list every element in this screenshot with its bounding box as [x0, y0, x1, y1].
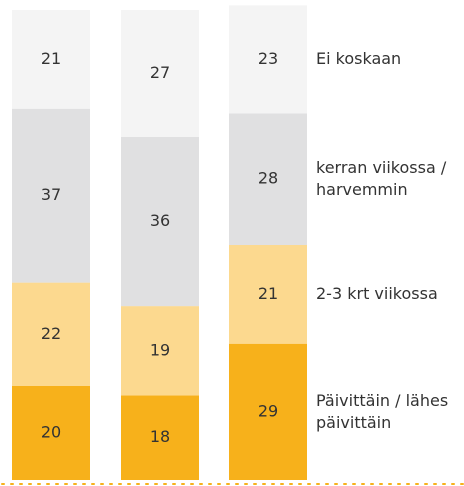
- bar-segment: [229, 5, 307, 114]
- bar-segment: [121, 306, 199, 396]
- value-label: 22: [41, 324, 61, 343]
- bar-segment: [12, 10, 90, 109]
- bar-segment: [12, 108, 90, 283]
- bar-segment: [229, 245, 307, 344]
- value-label: 27: [150, 63, 170, 82]
- value-label: 19: [150, 340, 170, 359]
- value-label: 18: [150, 427, 170, 446]
- value-label: 36: [150, 211, 170, 230]
- legend-label: 2-3 krt viikossa: [316, 284, 438, 304]
- value-label: 23: [258, 49, 278, 68]
- bar-segment: [12, 386, 90, 480]
- value-label: 20: [41, 423, 61, 442]
- bar-segment: [121, 395, 199, 480]
- legend-label: kerran viikossa / harvemmin: [316, 158, 447, 200]
- value-label: 29: [258, 401, 278, 420]
- legend-label: Ei koskaan: [316, 49, 402, 69]
- bar-segment: [121, 136, 199, 307]
- bar-segment: [229, 113, 307, 246]
- bar-segment: [121, 10, 199, 137]
- value-label: 28: [258, 169, 278, 188]
- value-label: 21: [41, 49, 61, 68]
- bar-segment: [229, 343, 307, 480]
- value-label: 37: [41, 185, 61, 204]
- bar-segment: [12, 282, 90, 386]
- value-label: 21: [258, 284, 278, 303]
- legend-label: Päivittäin / lähes päivittäin: [316, 390, 449, 432]
